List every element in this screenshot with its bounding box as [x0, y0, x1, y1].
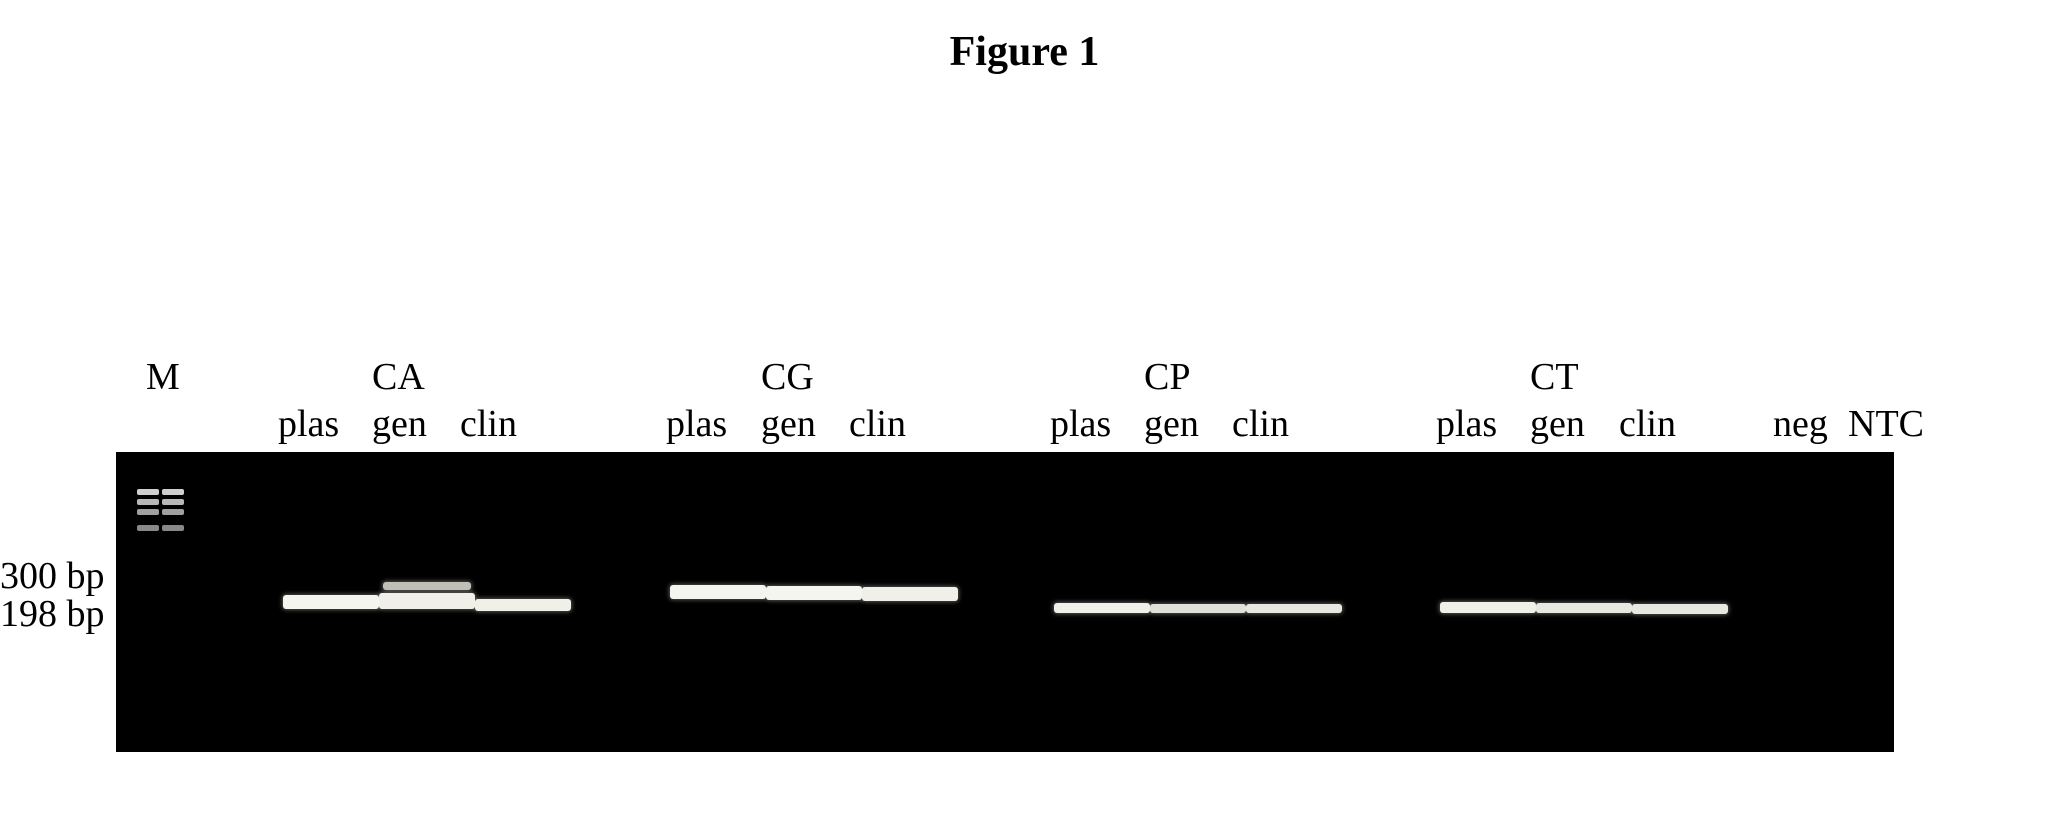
- gel-band: [1246, 604, 1342, 613]
- gel-band: [670, 585, 766, 599]
- lane-label: plas: [1050, 402, 1111, 446]
- lane-label: plas: [666, 402, 727, 446]
- gel-image: [116, 452, 1894, 752]
- gel-band: [1536, 603, 1632, 613]
- lane-label: plas: [1436, 402, 1497, 446]
- lane-label: plas: [278, 402, 339, 446]
- lane-group-label: M: [146, 355, 180, 399]
- ladder-band: [162, 509, 184, 515]
- figure-title: Figure 1: [0, 28, 2049, 76]
- figure-page: Figure 1 MCACGCPCTplasgenclinplasgenclin…: [0, 0, 2049, 828]
- size-marker-label: 198 bp: [0, 592, 105, 636]
- gel-band: [475, 599, 571, 611]
- gel-band: [379, 593, 475, 609]
- lane-group-label: CT: [1530, 355, 1579, 399]
- lane-group-label: CG: [761, 355, 814, 399]
- ladder-band: [162, 489, 184, 495]
- gel-band: [862, 587, 958, 601]
- lane-label: NTC: [1848, 402, 1924, 446]
- lane-label: clin: [460, 402, 517, 446]
- ladder-band: [162, 499, 184, 505]
- gel-band: [1150, 604, 1246, 613]
- lane-group-label: CP: [1144, 355, 1190, 399]
- ladder-band: [137, 525, 159, 531]
- gel-band: [1440, 602, 1536, 613]
- gel-band: [383, 582, 471, 590]
- ladder-band: [137, 509, 159, 515]
- ladder-band: [137, 499, 159, 505]
- ladder-band: [137, 489, 159, 495]
- gel-band: [1632, 604, 1728, 614]
- lane-label: gen: [1144, 402, 1199, 446]
- size-marker-label: 300 bp: [0, 554, 105, 598]
- lane-label: gen: [761, 402, 816, 446]
- gel-band: [766, 586, 862, 600]
- lane-label: clin: [1619, 402, 1676, 446]
- lane-label: clin: [1232, 402, 1289, 446]
- ladder-band: [162, 525, 184, 531]
- lane-label: gen: [372, 402, 427, 446]
- lane-label: clin: [849, 402, 906, 446]
- gel-band: [1054, 603, 1150, 613]
- lane-label: gen: [1530, 402, 1585, 446]
- lane-group-label: CA: [372, 355, 425, 399]
- lane-label: neg: [1773, 402, 1828, 446]
- gel-band: [283, 595, 379, 609]
